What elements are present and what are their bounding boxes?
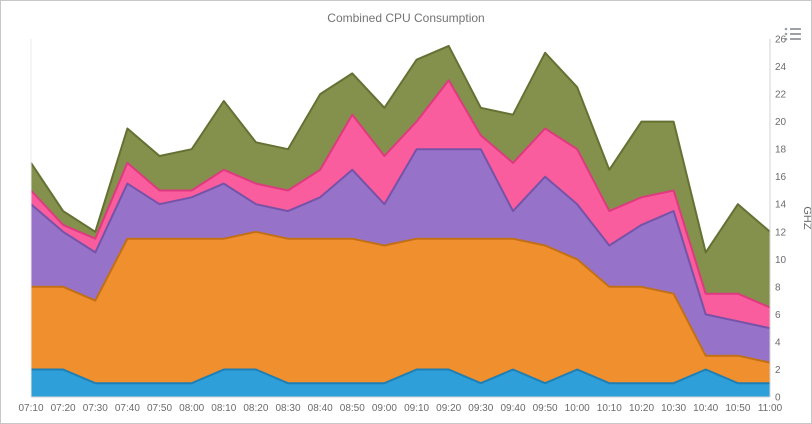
x-axis-label: 09:20 xyxy=(436,403,461,414)
x-axis-label: 09:40 xyxy=(500,403,525,414)
x-axis-label: 08:50 xyxy=(340,403,365,414)
x-axis-label: 07:30 xyxy=(83,403,108,414)
x-axis-label: 07:50 xyxy=(147,403,172,414)
x-axis-label: 07:10 xyxy=(18,403,43,414)
y-axis-label: 4 xyxy=(775,337,781,348)
y-axis-label: 8 xyxy=(775,282,781,293)
olive-series-line xyxy=(30,44,771,254)
x-axis-label: 09:30 xyxy=(468,403,493,414)
x-axis-label: 08:20 xyxy=(243,403,268,414)
x-axis-label: 09:10 xyxy=(404,403,429,414)
orange-series-line xyxy=(31,230,771,364)
x-axis-label: 10:10 xyxy=(597,403,622,414)
y-axis-label: 12 xyxy=(775,227,787,238)
x-axis-label: 10:50 xyxy=(725,403,750,414)
x-axis-label: 08:30 xyxy=(275,403,300,414)
x-axis-label: 10:20 xyxy=(629,403,654,414)
y-axis-label: 14 xyxy=(775,200,787,211)
blue-series-area xyxy=(31,369,770,397)
pink-series-line xyxy=(30,79,771,309)
y-axis-label: 26 xyxy=(775,35,787,46)
y-axis-label: 0 xyxy=(775,393,781,404)
y-axis-label: 20 xyxy=(775,117,787,128)
x-axis-label: 07:40 xyxy=(115,403,140,414)
blue-series-line xyxy=(31,368,770,385)
x-axis-label: 10:30 xyxy=(661,403,686,414)
x-axis-label: 09:00 xyxy=(372,403,397,414)
y-axis-label: 24 xyxy=(775,62,787,73)
x-axis-label: 11:00 xyxy=(758,403,783,414)
y-axis-title: GHZ xyxy=(801,206,812,230)
y-axis-label: 6 xyxy=(775,310,781,321)
x-axis-label: 08:00 xyxy=(179,403,204,414)
x-axis-label: 07:20 xyxy=(51,403,76,414)
y-axis-label: 18 xyxy=(775,145,787,156)
x-axis-label: 08:10 xyxy=(211,403,236,414)
y-axis-label: 10 xyxy=(775,255,787,266)
x-axis-label: 09:50 xyxy=(533,403,558,414)
orange-series-area xyxy=(31,231,770,397)
export-menu-button[interactable] xyxy=(783,25,803,43)
purple-series-line xyxy=(30,148,771,330)
x-axis-label: 10:40 xyxy=(693,403,718,414)
y-axis-label: 16 xyxy=(775,172,787,183)
x-axis-label: 10:00 xyxy=(565,403,590,414)
x-axis-label: 08:40 xyxy=(308,403,333,414)
y-axis-label: 22 xyxy=(775,90,787,101)
export-menu-icon xyxy=(784,27,801,41)
y-axis-label: 2 xyxy=(775,365,781,376)
